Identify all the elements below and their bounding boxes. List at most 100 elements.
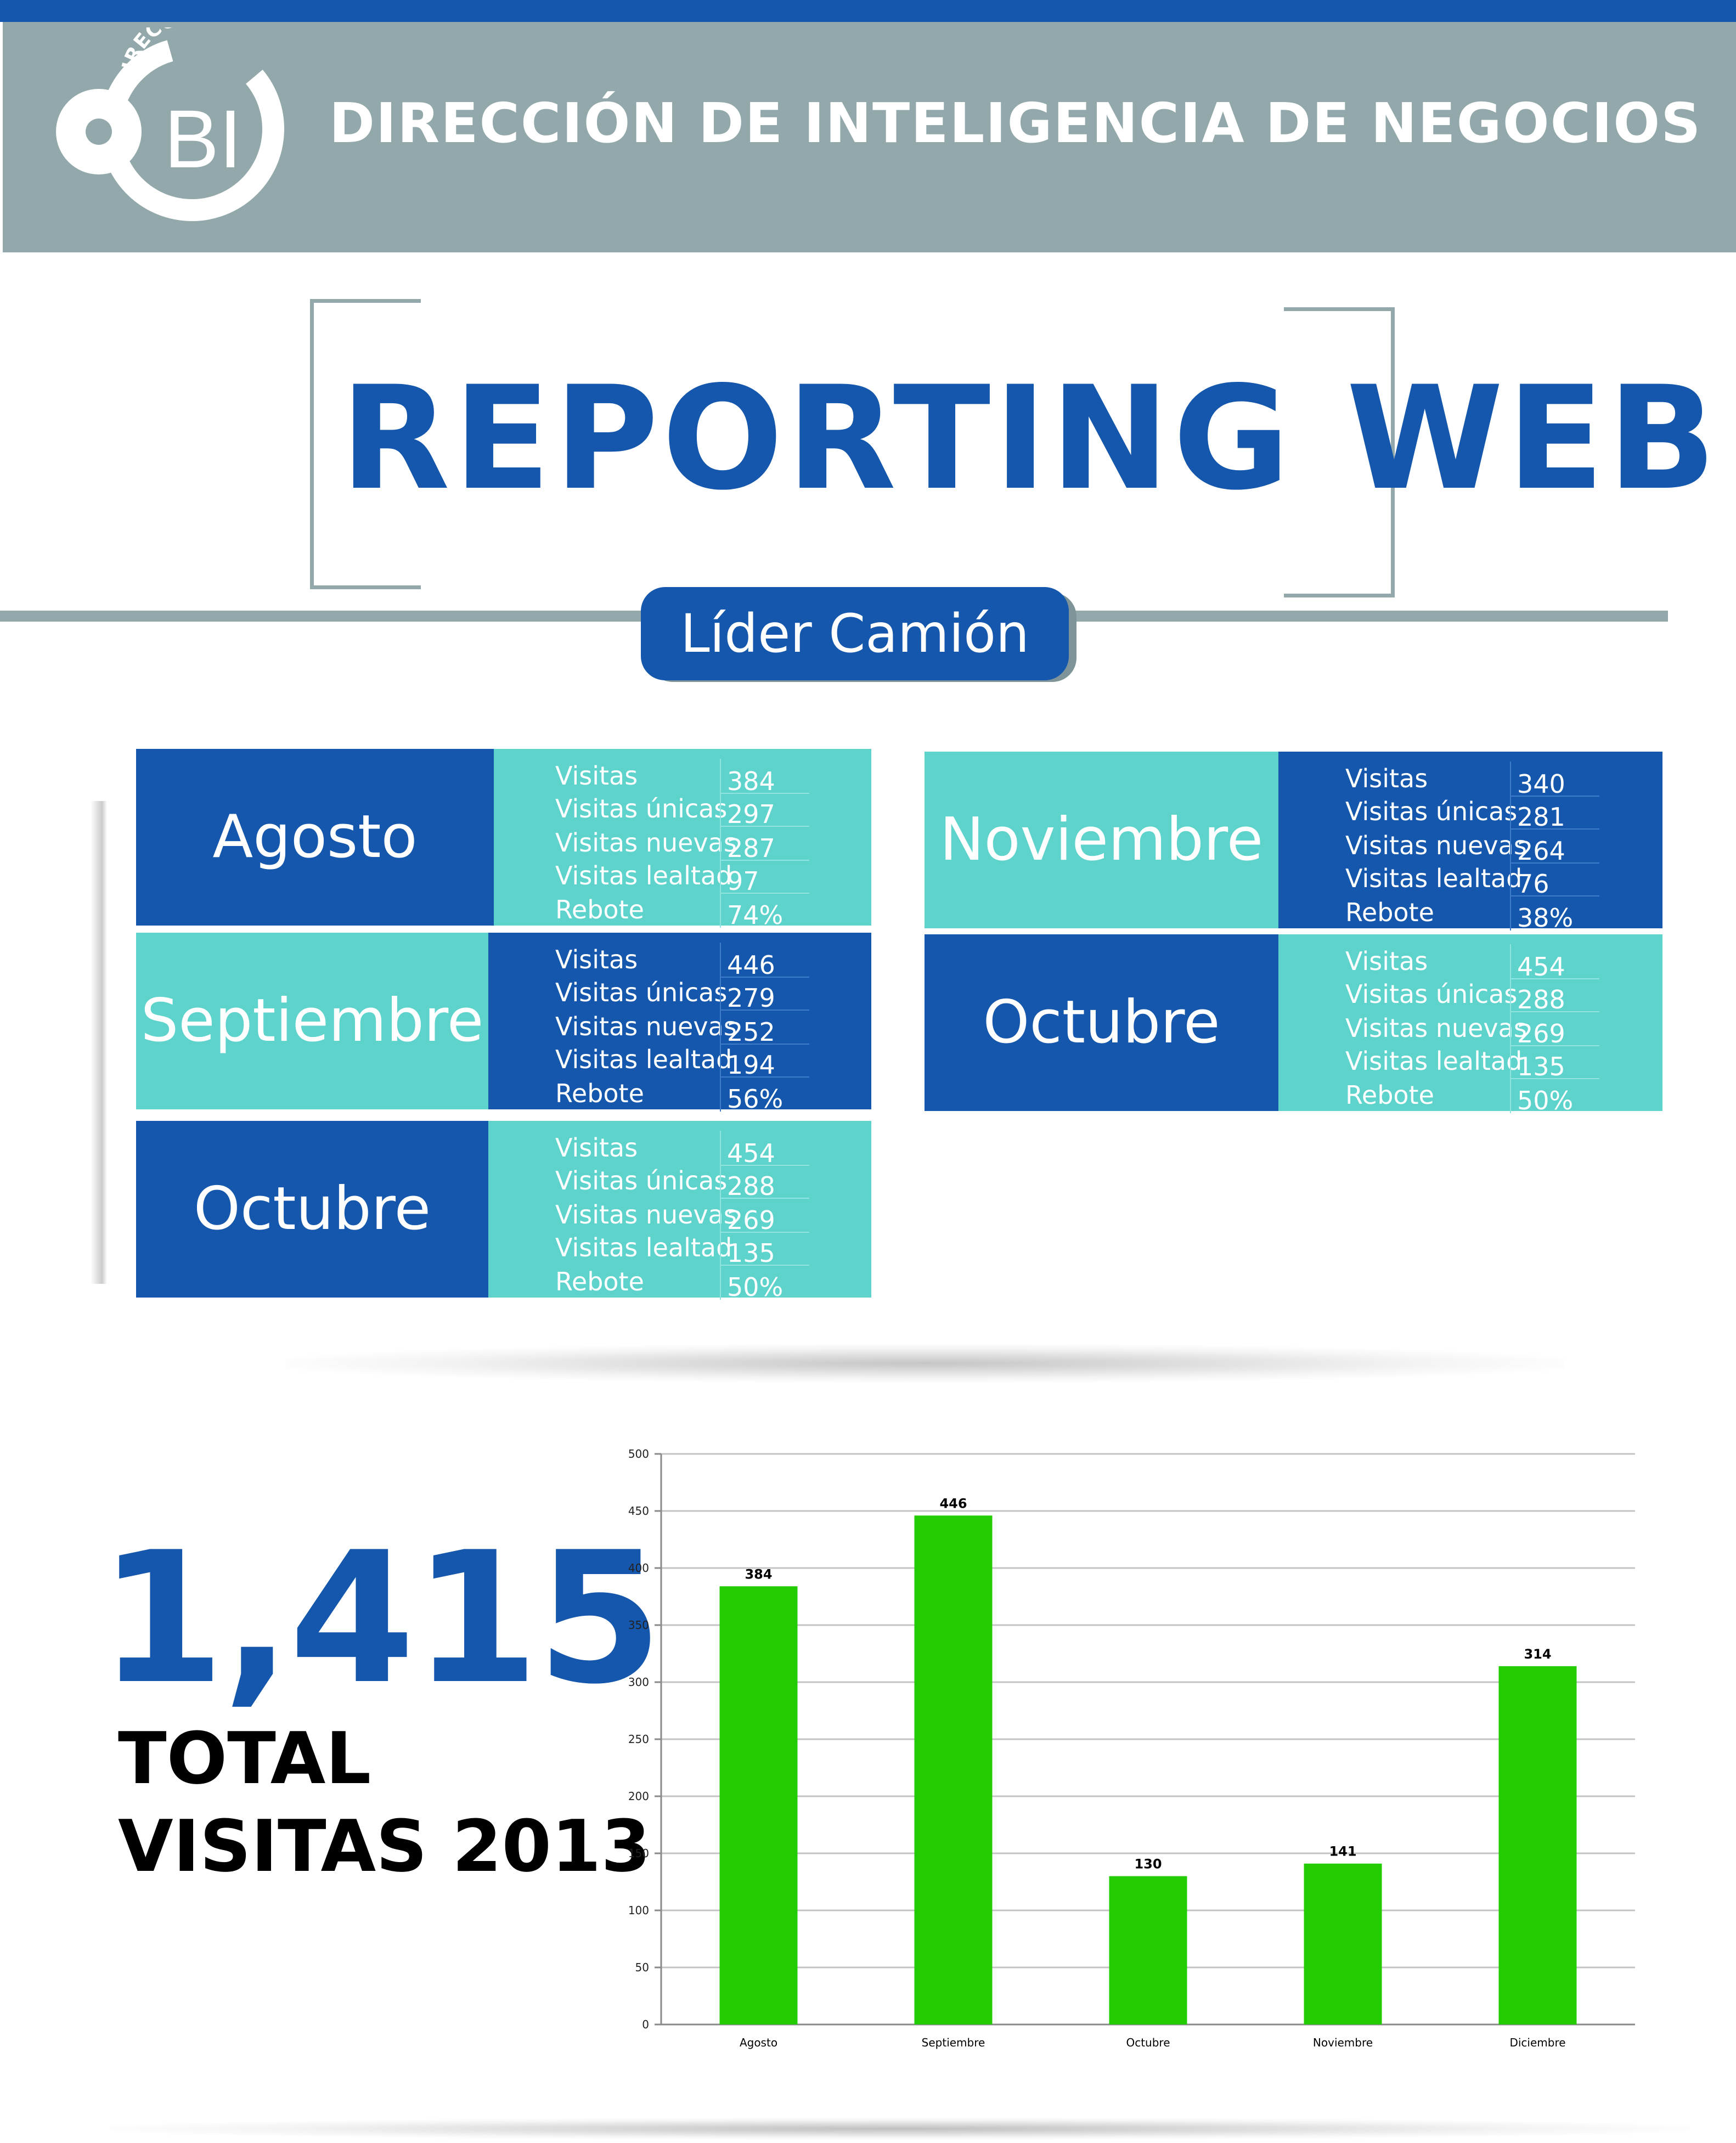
stat-row: Visitas únicas 281	[1284, 794, 1599, 832]
stat-row: Visitas 454	[1284, 944, 1599, 982]
total-label-line1: TOTAL	[118, 1717, 371, 1800]
month-stats: Visitas 340 Visitas únicas 281 Visitas nue…	[1278, 752, 1662, 933]
stat-row: Visitas nuevas 269	[494, 1198, 809, 1235]
x-tick-label: Agosto	[740, 2036, 777, 2049]
header-title: DIRECCIÓN DE INTELIGENCIA DE NEGOCIOS	[329, 91, 1702, 155]
stat-row: Visitas únicas 297	[494, 792, 809, 829]
stat-label: Visitas	[1345, 946, 1428, 976]
stat-value: 297	[727, 799, 775, 829]
x-tick-label: Octubre	[1126, 2036, 1170, 2049]
stat-value: 97	[727, 866, 759, 896]
stat-label: Rebote	[1345, 898, 1434, 927]
stat-row: Visitas 384	[494, 759, 809, 796]
stat-row: Rebote 50%	[1284, 1078, 1599, 1115]
total-label-line2: VISITAS 2013	[118, 1804, 651, 1888]
stat-label: Visitas lealtad	[555, 1045, 732, 1074]
stat-label: Visitas lealtad	[1345, 864, 1523, 893]
side-shadow	[91, 801, 107, 1284]
y-tick-label: 50	[635, 1961, 649, 1974]
stat-value: 288	[1517, 985, 1565, 1014]
y-tick-label: 250	[628, 1733, 649, 1746]
bar-data-label: 314	[1524, 1646, 1551, 1662]
bottom-shadow	[110, 2118, 1690, 2140]
bar-noviembre	[1304, 1863, 1382, 2024]
bar-octubre	[1109, 1876, 1187, 2024]
stat-value: 269	[727, 1205, 775, 1235]
month-label: Octubre	[925, 934, 1278, 1111]
stat-value: 279	[727, 983, 775, 1013]
stat-label: Visitas únicas	[1345, 979, 1518, 1009]
stat-row: Visitas 340	[1284, 762, 1599, 799]
bar-septiembre	[914, 1515, 993, 2024]
stat-value: 56%	[727, 1084, 784, 1114]
bar-data-label: 384	[745, 1566, 772, 1582]
stat-label: Visitas lealtad	[555, 1233, 732, 1262]
stat-label: Visitas lealtad	[555, 861, 732, 890]
subtitle-badge: Líder Camión	[641, 587, 1069, 680]
month-stats: Visitas 384 Visitas únicas 297 Visitas nue…	[494, 749, 871, 930]
stat-label: Visitas únicas	[1345, 797, 1518, 826]
stat-label: Rebote	[555, 1267, 644, 1296]
stat-label: Visitas	[555, 1133, 638, 1163]
stat-row: Rebote 56%	[494, 1076, 809, 1114]
top-stripe	[0, 0, 1736, 22]
stat-label: Visitas nuevas	[555, 828, 737, 858]
month-stats: Visitas 454 Visitas únicas 288 Visitas nue…	[488, 1121, 871, 1302]
y-tick-label: 350	[628, 1618, 649, 1632]
logo-mark: BI	[164, 93, 242, 185]
stat-value: 252	[727, 1017, 775, 1047]
y-tick-label: 0	[642, 2018, 649, 2031]
stat-row: Visitas nuevas 264	[1284, 828, 1599, 866]
stat-label: Visitas	[1345, 764, 1428, 793]
stat-label: Rebote	[555, 1079, 644, 1108]
month-card-septiembre: Septiembre Visitas 446 Visitas únicas 279 …	[136, 933, 871, 1114]
x-tick-label: Septiembre	[922, 2036, 985, 2049]
month-label: Noviembre	[925, 752, 1278, 928]
chart-bars	[719, 1515, 1577, 2024]
stat-row: Visitas nuevas 252	[494, 1010, 809, 1047]
month-card-agosto: Agosto Visitas 384 Visitas únicas 297 Visi…	[136, 749, 871, 930]
stat-row: Visitas lealtad 135	[494, 1231, 809, 1268]
stat-value: 287	[727, 833, 775, 863]
month-label: Agosto	[136, 749, 494, 926]
stat-row: Visitas únicas 279	[494, 975, 809, 1013]
title-bracket-left	[310, 299, 421, 589]
stat-row: Visitas únicas 288	[494, 1164, 809, 1201]
stat-label: Visitas únicas	[555, 978, 728, 1007]
month-label: Octubre	[136, 1121, 488, 1298]
month-stats: Visitas 446 Visitas únicas 279 Visitas nue…	[488, 933, 871, 1114]
bi-logo: DIRECCIÓN BI	[56, 27, 284, 221]
stat-value: 74%	[727, 900, 784, 930]
stat-value: 269	[1517, 1019, 1565, 1048]
stat-label: Visitas nuevas	[1345, 831, 1527, 860]
chart-grid	[655, 1453, 1635, 2026]
stat-row: Visitas lealtad 97	[494, 859, 809, 896]
stat-row: Visitas nuevas 287	[494, 826, 809, 863]
bar-data-label: 130	[1134, 1857, 1162, 1872]
bar-data-label: 141	[1329, 1844, 1356, 1859]
stat-row: Rebote 74%	[494, 893, 809, 930]
stat-label: Rebote	[1345, 1080, 1434, 1110]
month-card-octubre: Octubre Visitas 454 Visitas únicas 288 Vis…	[136, 1121, 871, 1302]
stat-label: Visitas únicas	[555, 1166, 728, 1195]
page-title: REPORTING WEB	[340, 356, 1720, 522]
month-card-octubre-2: Octubre Visitas 454 Visitas únicas 288 Vis…	[925, 934, 1662, 1115]
month-stats: Visitas 454 Visitas únicas 288 Visitas nue…	[1278, 934, 1662, 1115]
x-tick-label: Diciembre	[1509, 2036, 1565, 2049]
title-bracket-right	[1284, 307, 1395, 597]
stat-value: 454	[1517, 952, 1565, 982]
stat-value: 454	[727, 1138, 775, 1168]
stat-value: 340	[1517, 769, 1565, 799]
chart-labels: 0 50 100 150 200 250 300 350 400 450 500 384 Agosto 4…	[628, 1447, 1566, 2049]
y-tick-label: 100	[628, 1904, 649, 1917]
stat-value: 50%	[1517, 1086, 1574, 1115]
stat-value: 281	[1517, 802, 1565, 832]
y-tick-label: 450	[628, 1504, 649, 1518]
stat-value: 264	[1517, 836, 1565, 866]
stat-value: 135	[1517, 1052, 1565, 1081]
stat-row: Rebote 50%	[494, 1265, 809, 1302]
y-tick-label: 400	[628, 1561, 649, 1575]
month-card-noviembre: Noviembre Visitas 340 Visitas únicas 281 V…	[925, 752, 1662, 933]
bar-diciembre	[1498, 1666, 1577, 2024]
stat-label: Visitas nuevas	[555, 1200, 737, 1230]
